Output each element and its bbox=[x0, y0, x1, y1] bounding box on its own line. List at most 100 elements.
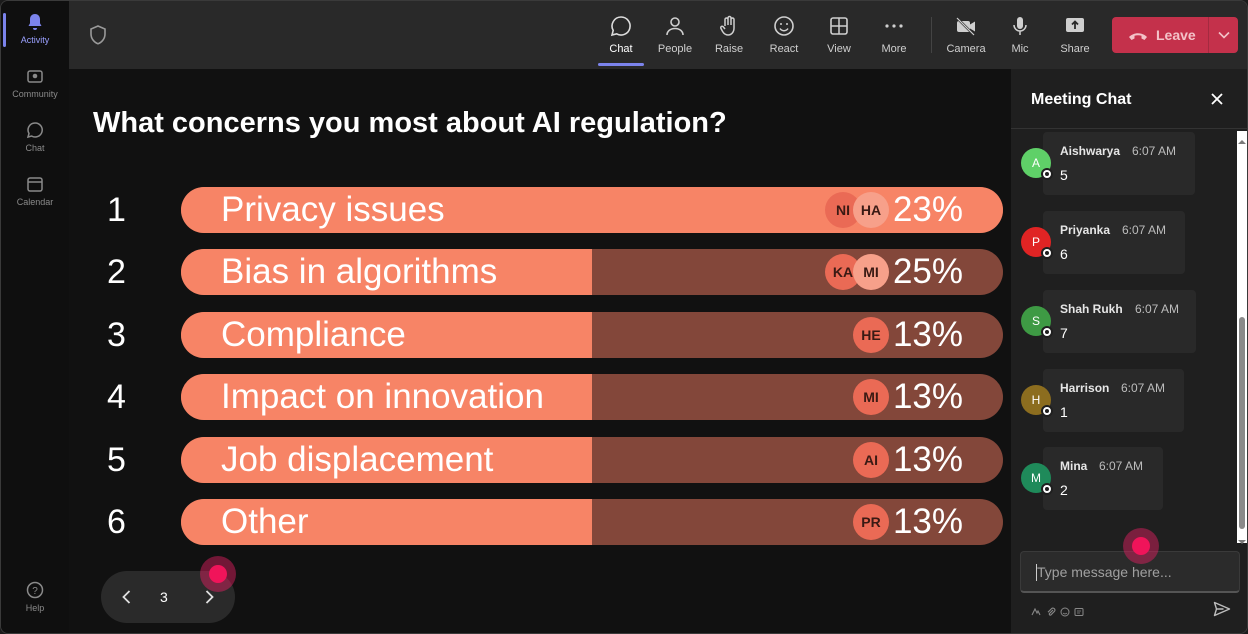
svg-text:?: ? bbox=[32, 586, 38, 597]
sender-avatar[interactable]: P bbox=[1021, 227, 1053, 259]
voter-avatar: AI bbox=[853, 441, 889, 478]
people-icon bbox=[662, 13, 688, 39]
voter-avatar: HA bbox=[853, 192, 889, 228]
option-bar: Bias in algorithms 25% KA MI bbox=[181, 249, 1003, 296]
mic-button[interactable]: Mic bbox=[995, 9, 1045, 63]
sender-avatar[interactable]: M bbox=[1021, 463, 1053, 495]
sender-avatar[interactable]: A bbox=[1021, 148, 1053, 180]
chat-panel-title: Meeting Chat bbox=[1031, 91, 1132, 108]
avatar-initial: P bbox=[1031, 235, 1040, 249]
meeting-chat-panel: Meeting Chat Aishwarya 6:07 AM 5 A Priyanka 6… bbox=[1011, 69, 1247, 633]
toolbar-separator bbox=[931, 17, 932, 53]
option-percent: 25% bbox=[892, 252, 963, 292]
option-label: Compliance bbox=[221, 314, 406, 354]
option-bar: Impact on innovation 13% MI bbox=[181, 374, 1003, 421]
message-input-box[interactable] bbox=[1020, 551, 1240, 593]
active-indicator bbox=[3, 13, 6, 47]
raise-button-label: Raise bbox=[714, 43, 744, 55]
react-button-label: React bbox=[769, 43, 799, 55]
react-button[interactable]: React bbox=[759, 9, 809, 63]
option-bar: Privacy issues 23% NI HA bbox=[181, 187, 1003, 233]
raise-hand-button[interactable]: Raise bbox=[704, 9, 754, 63]
people-button-label: People bbox=[657, 43, 693, 55]
poll-stage: What concerns you most about AI regulati… bbox=[69, 69, 1011, 633]
message-sender: Shah Rukh bbox=[1060, 302, 1123, 316]
option-percent: 13% bbox=[892, 314, 963, 354]
chat-message[interactable]: Harrison 6:07 AM 1 bbox=[1043, 369, 1184, 432]
presence-status-icon bbox=[1041, 483, 1053, 495]
avatar-initial: M bbox=[1031, 471, 1041, 485]
phone-hangup-icon bbox=[1128, 29, 1148, 41]
leave-button[interactable]: Leave bbox=[1112, 17, 1238, 53]
poll-option-row: 3 Compliance 13% HE bbox=[69, 311, 1011, 360]
camera-off-icon bbox=[953, 13, 979, 39]
option-label: Impact on innovation bbox=[221, 377, 544, 417]
shield-icon[interactable] bbox=[89, 25, 107, 45]
rail-item-community[interactable]: Community bbox=[1, 59, 69, 109]
option-percent: 13% bbox=[892, 439, 963, 479]
chat-icon bbox=[24, 119, 46, 141]
avatar-initial: A bbox=[1031, 156, 1040, 170]
share-screen-icon bbox=[1062, 13, 1088, 39]
leave-label: Leave bbox=[1156, 27, 1196, 43]
poll-option-row: 2 Bias in algorithms 25% KA MI bbox=[69, 249, 1011, 297]
poll-question: What concerns you most about AI regulati… bbox=[93, 107, 727, 139]
share-button[interactable]: Share bbox=[1050, 9, 1100, 63]
chat-message[interactable]: Aishwarya 6:07 AM 5 bbox=[1043, 132, 1195, 195]
rail-item-calendar[interactable]: Calendar bbox=[1, 167, 69, 217]
presence-status-icon bbox=[1041, 168, 1053, 180]
scrollbar-thumb[interactable] bbox=[1239, 317, 1245, 529]
attach-icon[interactable] bbox=[1046, 604, 1056, 616]
meeting-toolbar: Chat People Raise React View bbox=[69, 1, 1247, 69]
chevron-right-icon[interactable] bbox=[199, 587, 219, 607]
avatar-initial: H bbox=[1031, 393, 1041, 407]
message-text: 1 bbox=[1060, 404, 1068, 420]
option-fill bbox=[181, 249, 592, 296]
emoji-icon[interactable] bbox=[1060, 604, 1070, 617]
gif-icon[interactable] bbox=[1074, 604, 1084, 616]
message-input[interactable] bbox=[1021, 552, 1239, 591]
rail-label-calendar: Calendar bbox=[16, 197, 54, 207]
pointer-highlight-chat bbox=[1123, 528, 1159, 564]
message-text: 5 bbox=[1060, 167, 1068, 183]
chat-message[interactable]: Mina 6:07 AM 2 bbox=[1043, 447, 1163, 510]
option-percent: 13% bbox=[892, 502, 963, 541]
option-bar: Job displacement 13% AI bbox=[181, 436, 1003, 483]
view-button[interactable]: View bbox=[814, 9, 864, 63]
close-icon[interactable] bbox=[1209, 91, 1225, 107]
page-number: 3 bbox=[160, 589, 168, 605]
option-number: 3 bbox=[107, 315, 126, 354]
sender-avatar[interactable]: H bbox=[1021, 385, 1053, 417]
app-rail: Activity Community Chat Calendar ? Help bbox=[1, 1, 69, 633]
rail-item-help[interactable]: ? Help bbox=[1, 573, 69, 623]
more-button[interactable]: More bbox=[869, 9, 919, 63]
poll-option-row: 1 Privacy issues 23% NI HA bbox=[69, 187, 1011, 235]
people-button[interactable]: People bbox=[650, 9, 700, 63]
chevron-down-icon[interactable] bbox=[1208, 17, 1238, 53]
chevron-left-icon[interactable] bbox=[117, 587, 137, 607]
chat-bubble-icon bbox=[608, 13, 634, 39]
sender-avatar[interactable]: S bbox=[1021, 306, 1053, 338]
chat-button[interactable]: Chat bbox=[596, 9, 646, 63]
help-icon: ? bbox=[24, 579, 46, 601]
format-icon[interactable] bbox=[1031, 604, 1041, 616]
scroll-down-arrow-icon[interactable] bbox=[1238, 533, 1246, 544]
scroll-up-arrow-icon[interactable] bbox=[1238, 133, 1246, 144]
rail-label-chat: Chat bbox=[25, 143, 45, 153]
send-icon[interactable] bbox=[1213, 601, 1231, 617]
voter-avatar: MI bbox=[853, 379, 889, 416]
message-time: 6:07 AM bbox=[1121, 381, 1166, 395]
message-sender: Harrison bbox=[1060, 381, 1110, 395]
message-time: 6:07 AM bbox=[1099, 459, 1144, 473]
option-percent: 23% bbox=[892, 190, 963, 229]
message-text: 2 bbox=[1060, 482, 1068, 498]
rail-item-chat[interactable]: Chat bbox=[1, 113, 69, 163]
chat-scrollbar[interactable] bbox=[1237, 131, 1247, 544]
chat-message[interactable]: Shah Rukh 6:07 AM 7 bbox=[1043, 290, 1196, 353]
message-sender: Priyanka bbox=[1060, 223, 1111, 237]
camera-button[interactable]: Camera bbox=[941, 9, 991, 63]
chat-message[interactable]: Priyanka 6:07 AM 6 bbox=[1043, 211, 1185, 274]
option-label: Other bbox=[221, 502, 309, 541]
rail-item-activity[interactable]: Activity bbox=[1, 5, 69, 55]
